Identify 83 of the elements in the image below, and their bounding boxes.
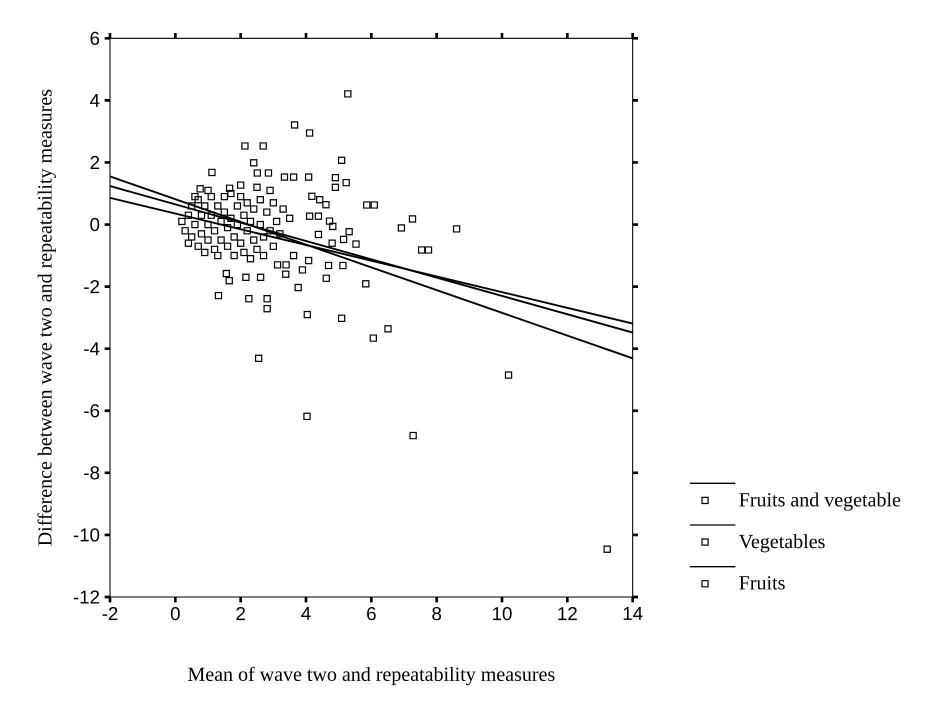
point: [181, 227, 189, 234]
point: [208, 192, 215, 200]
legend-label: Fruits: [739, 576, 785, 590]
point: [237, 192, 244, 200]
point: [201, 248, 208, 256]
point: [266, 227, 274, 234]
point: [184, 240, 192, 247]
point: [246, 255, 254, 262]
point: [188, 202, 196, 210]
point: [270, 242, 278, 250]
point: [253, 184, 261, 191]
y-tick-label: -8: [84, 466, 100, 480]
y-tick-label: -12: [74, 590, 100, 604]
point: [266, 186, 274, 194]
y-tick-label: 4: [90, 94, 100, 107]
point: [214, 202, 222, 210]
point: [188, 233, 196, 241]
y-tick-label: 6: [90, 32, 100, 45]
point: [240, 212, 248, 219]
point: [198, 230, 206, 238]
point: [191, 192, 199, 200]
y-tick-label: -10: [74, 528, 100, 542]
point: [194, 196, 202, 204]
x-tick-label: -2: [102, 607, 118, 620]
point: [208, 212, 215, 219]
point: [217, 236, 225, 244]
y-tick-label: 2: [90, 156, 100, 169]
point: [253, 246, 261, 254]
point: [244, 227, 251, 234]
point: [184, 212, 192, 219]
point: [279, 205, 287, 213]
point: [263, 208, 270, 216]
point: [227, 214, 235, 222]
x-tick-label: 4: [301, 607, 311, 620]
point: [204, 186, 212, 194]
point: [204, 220, 212, 228]
point: [194, 242, 202, 250]
y-tick-label: -6: [84, 404, 100, 418]
point: [230, 252, 238, 260]
y-tick-label: -4: [84, 342, 100, 356]
x-axis-title: Mean of wave two and repeatability measures: [188, 666, 554, 686]
x-tick-label: 12: [558, 607, 577, 620]
point: [250, 236, 258, 244]
point: [256, 220, 264, 228]
x-tick-label: 0: [170, 607, 180, 620]
point: [224, 224, 232, 232]
legend-label: Fruits and vegetable: [739, 492, 900, 511]
point: [246, 218, 254, 226]
point: [276, 230, 284, 238]
point: [220, 208, 228, 216]
point: [244, 199, 251, 206]
point: [227, 190, 235, 198]
point: [178, 218, 186, 226]
point: [220, 192, 228, 200]
x-tick-label: 14: [624, 607, 642, 620]
legend-label: Vegetables: [738, 534, 825, 552]
point: [201, 202, 208, 210]
point: [204, 236, 212, 244]
x-tick-label: 8: [432, 607, 442, 620]
point: [191, 220, 199, 228]
point: [272, 218, 280, 226]
x-tick-label: 10: [493, 607, 512, 620]
point: [286, 214, 294, 222]
point: [237, 240, 244, 247]
point: [210, 227, 218, 234]
point: [256, 196, 264, 204]
point: [260, 233, 268, 241]
point: [214, 252, 222, 260]
x-tick-label: 6: [367, 607, 376, 620]
point: [250, 205, 258, 213]
point: [240, 248, 248, 256]
point: [230, 233, 238, 241]
y-tick-label: 0: [90, 218, 100, 232]
y-tick-label: -2: [84, 280, 100, 294]
point: [270, 199, 278, 206]
y-axis-title: Difference between wave two and repeatability measures: [37, 90, 56, 546]
point: [260, 252, 268, 260]
x-tick-label: 2: [236, 607, 245, 620]
point: [210, 246, 218, 254]
point: [198, 212, 206, 219]
point: [234, 202, 242, 210]
point: [224, 242, 232, 250]
point: [217, 218, 225, 226]
